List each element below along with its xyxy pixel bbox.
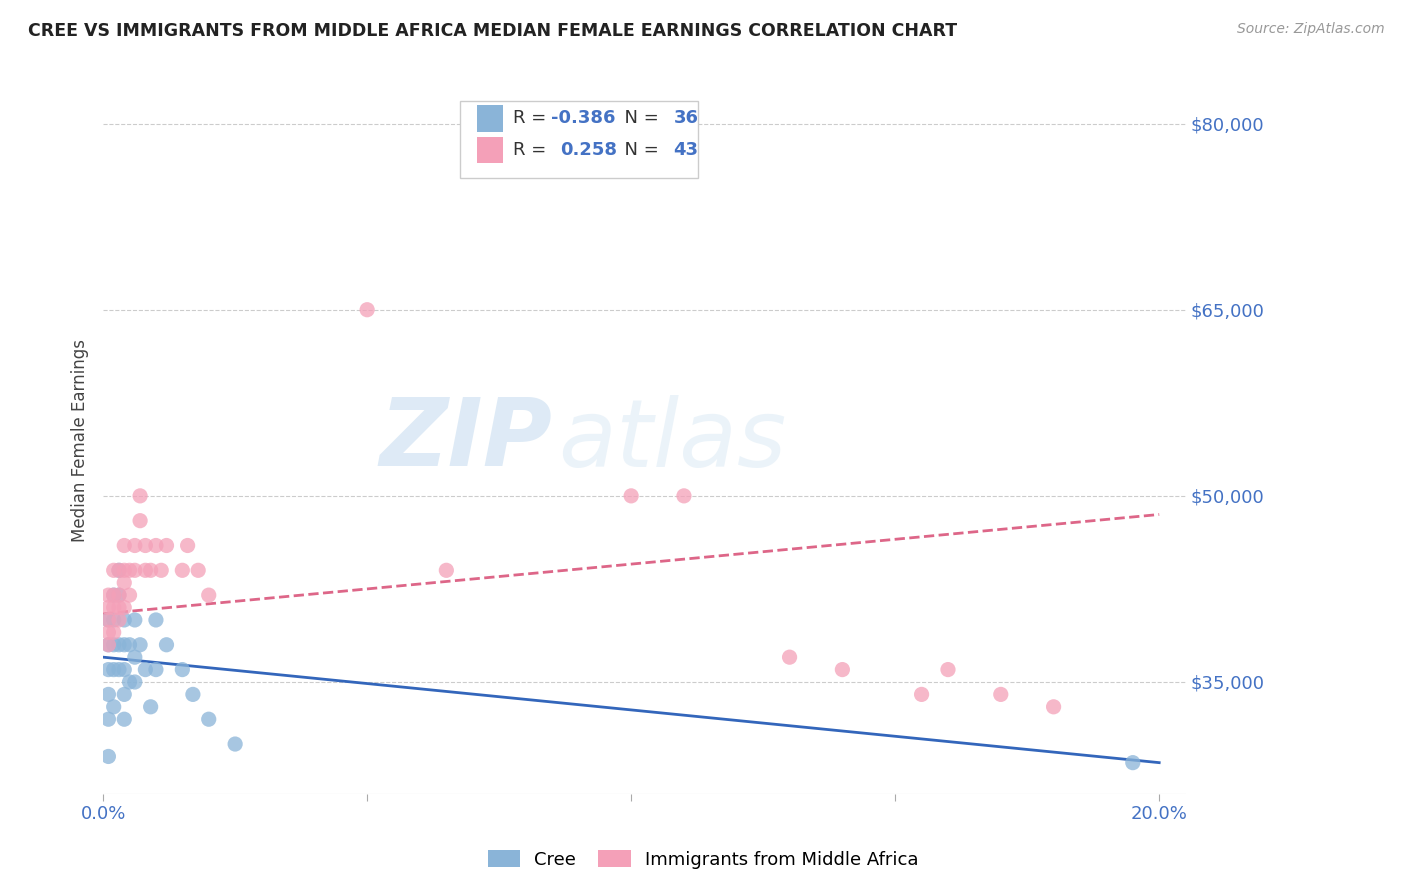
- Point: [103, 625, 125, 640]
- Point: [112, 663, 135, 677]
- Text: 0.258: 0.258: [560, 141, 617, 159]
- Point: [103, 613, 125, 627]
- Text: ZIP: ZIP: [380, 394, 553, 486]
- Point: [197, 588, 219, 602]
- Point: [129, 638, 152, 652]
- Point: [990, 687, 1012, 701]
- Point: [1042, 699, 1064, 714]
- Point: [139, 563, 162, 577]
- Point: [172, 563, 194, 577]
- Text: 36: 36: [673, 109, 699, 128]
- Text: Source: ZipAtlas.com: Source: ZipAtlas.com: [1237, 22, 1385, 37]
- Point: [112, 575, 135, 590]
- Point: [1122, 756, 1144, 770]
- Point: [124, 613, 146, 627]
- Point: [118, 563, 141, 577]
- Point: [181, 687, 204, 701]
- Text: CREE VS IMMIGRANTS FROM MIDDLE AFRICA MEDIAN FEMALE EARNINGS CORRELATION CHART: CREE VS IMMIGRANTS FROM MIDDLE AFRICA ME…: [28, 22, 957, 40]
- Point: [97, 749, 120, 764]
- Point: [118, 675, 141, 690]
- Point: [620, 489, 643, 503]
- Point: [197, 712, 219, 726]
- Text: -0.386: -0.386: [551, 109, 616, 128]
- Point: [134, 563, 156, 577]
- Point: [129, 514, 152, 528]
- Point: [103, 699, 125, 714]
- Point: [112, 638, 135, 652]
- Point: [103, 588, 125, 602]
- FancyBboxPatch shape: [477, 136, 502, 163]
- Point: [187, 563, 209, 577]
- Point: [356, 302, 378, 317]
- Y-axis label: Median Female Earnings: Median Female Earnings: [72, 339, 89, 541]
- Point: [129, 489, 152, 503]
- Point: [108, 563, 131, 577]
- Point: [97, 638, 120, 652]
- Point: [176, 539, 198, 553]
- Point: [97, 638, 120, 652]
- Point: [108, 588, 131, 602]
- Point: [112, 539, 135, 553]
- Point: [145, 663, 167, 677]
- Text: N =: N =: [613, 109, 665, 128]
- FancyBboxPatch shape: [460, 101, 699, 178]
- Point: [103, 563, 125, 577]
- Point: [779, 650, 801, 665]
- Point: [97, 687, 120, 701]
- Point: [434, 563, 457, 577]
- Point: [108, 563, 131, 577]
- Point: [112, 563, 135, 577]
- Point: [172, 663, 194, 677]
- Point: [124, 675, 146, 690]
- Point: [97, 613, 120, 627]
- Text: R =: R =: [513, 109, 553, 128]
- Point: [112, 600, 135, 615]
- Point: [108, 588, 131, 602]
- Point: [108, 663, 131, 677]
- Point: [936, 663, 959, 677]
- Point: [124, 539, 146, 553]
- Point: [103, 638, 125, 652]
- Point: [103, 588, 125, 602]
- Point: [672, 489, 695, 503]
- Point: [97, 712, 120, 726]
- Point: [831, 663, 853, 677]
- Point: [134, 663, 156, 677]
- Point: [118, 638, 141, 652]
- Point: [118, 588, 141, 602]
- Point: [108, 600, 131, 615]
- Point: [224, 737, 246, 751]
- Point: [155, 539, 177, 553]
- Point: [103, 600, 125, 615]
- Text: 43: 43: [673, 141, 699, 159]
- Text: R =: R =: [513, 141, 553, 159]
- Legend: Cree, Immigrants from Middle Africa: Cree, Immigrants from Middle Africa: [481, 843, 925, 876]
- Point: [112, 687, 135, 701]
- Point: [103, 663, 125, 677]
- Point: [124, 650, 146, 665]
- Point: [145, 613, 167, 627]
- Text: atlas: atlas: [558, 394, 786, 485]
- Point: [108, 638, 131, 652]
- Point: [97, 600, 120, 615]
- Point: [108, 613, 131, 627]
- Point: [910, 687, 932, 701]
- Point: [150, 563, 173, 577]
- Text: N =: N =: [613, 141, 665, 159]
- Point: [97, 588, 120, 602]
- Point: [97, 663, 120, 677]
- Point: [97, 613, 120, 627]
- Point: [112, 613, 135, 627]
- Point: [97, 625, 120, 640]
- Point: [139, 699, 162, 714]
- Point: [145, 539, 167, 553]
- Point: [124, 563, 146, 577]
- FancyBboxPatch shape: [477, 104, 502, 132]
- Point: [155, 638, 177, 652]
- Point: [112, 712, 135, 726]
- Point: [134, 539, 156, 553]
